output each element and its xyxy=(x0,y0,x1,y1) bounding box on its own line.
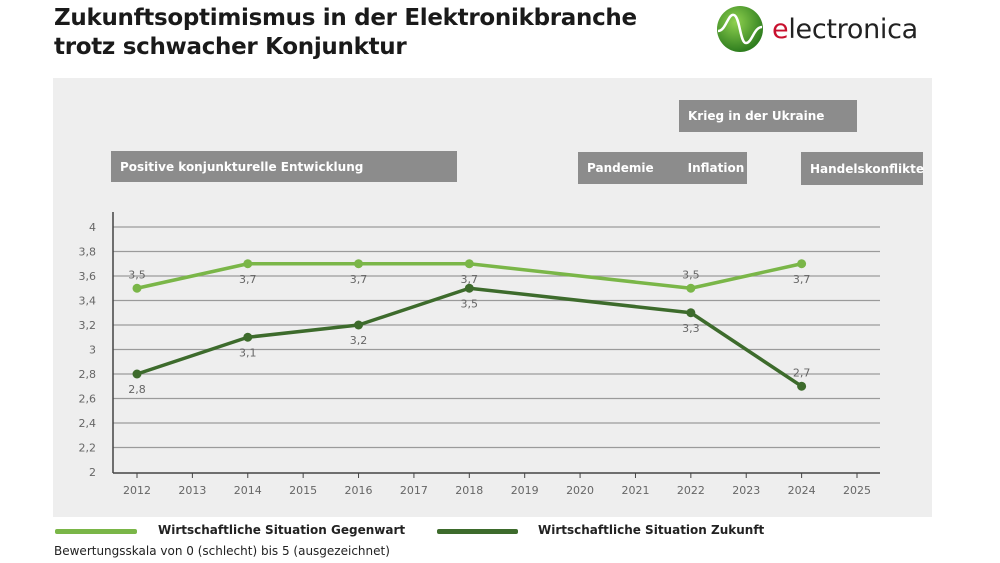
data-point xyxy=(132,369,142,379)
data-label: 2,8 xyxy=(128,383,146,396)
annotation-ukraine: Krieg in der Ukraine xyxy=(679,100,857,132)
data-point xyxy=(464,259,474,269)
y-tick-label: 2,6 xyxy=(79,393,97,406)
legend-label-gegenwart: Wirtschaftliche Situation Gegenwart xyxy=(158,523,406,537)
y-tick-label: 3 xyxy=(89,344,96,357)
data-label: 3,5 xyxy=(461,297,479,310)
data-label: 3,2 xyxy=(350,334,368,347)
data-label: 3,1 xyxy=(239,346,257,359)
series-line-1 xyxy=(136,286,803,388)
y-tick-label: 2,4 xyxy=(79,417,97,430)
annotation-inflation: Inflation xyxy=(687,161,745,175)
logo-text: electronica xyxy=(772,13,918,45)
data-label: 3,7 xyxy=(239,273,257,286)
data-point xyxy=(354,259,364,269)
annotation-pandemie: Pandemie xyxy=(587,161,654,175)
y-tick-label: 3,2 xyxy=(79,319,97,332)
data-label: 3,7 xyxy=(350,273,368,286)
page-title: Zukunftsoptimismus in der Elektronikbran… xyxy=(54,4,637,62)
data-point xyxy=(464,283,474,293)
data-point xyxy=(354,320,364,330)
data-point xyxy=(686,283,696,293)
data-point xyxy=(243,259,253,269)
data-label: 3,7 xyxy=(793,273,811,286)
series-line-0 xyxy=(136,262,802,290)
data-label: 3,5 xyxy=(128,268,146,281)
x-tick-label: 2023 xyxy=(732,484,760,497)
data-label: 2,7 xyxy=(793,366,811,379)
title-line-2: trotz schwacher Konjunktur xyxy=(54,34,407,60)
x-tick-label: 2022 xyxy=(677,484,705,497)
x-tick-label: 2017 xyxy=(400,484,428,497)
x-tick-label: 2012 xyxy=(123,484,151,497)
x-tick-label: 2021 xyxy=(621,484,649,497)
scale-note: Bewertungsskala von 0 (schlecht) bis 5 (… xyxy=(54,544,390,558)
data-point xyxy=(797,381,807,391)
x-tick-label: 2019 xyxy=(511,484,539,497)
y-tick-label: 2,2 xyxy=(79,442,97,455)
x-tick-label: 2020 xyxy=(566,484,594,497)
x-tick-label: 2014 xyxy=(234,484,262,497)
y-tick-label: 4 xyxy=(89,221,96,234)
y-tick-label: 3,4 xyxy=(79,295,97,308)
electronica-logo: electronica xyxy=(716,5,918,53)
y-tick-label: 3,8 xyxy=(79,246,97,259)
data-label: 3,7 xyxy=(461,273,479,286)
x-tick-label: 2025 xyxy=(843,484,871,497)
y-tick-label: 3,6 xyxy=(79,270,97,283)
legend-swatch-gegenwart xyxy=(55,529,137,534)
x-tick-label: 2024 xyxy=(788,484,816,497)
data-point xyxy=(132,283,142,293)
data-label: 3,3 xyxy=(682,322,700,335)
y-tick-label: 2 xyxy=(89,466,96,479)
data-point xyxy=(686,308,696,318)
data-point xyxy=(243,332,253,342)
annotation-positive: Positive konjunkturelle Entwicklung xyxy=(111,151,457,182)
legend-label-zukunft: Wirtschaftliche Situation Zukunft xyxy=(538,523,765,537)
data-label: 3,5 xyxy=(682,268,700,281)
logo-globe-icon xyxy=(717,6,763,52)
x-tick-label: 2013 xyxy=(178,484,206,497)
x-tick-label: 2015 xyxy=(289,484,317,497)
annotation-pandemie-inflation: Pandemie Inflation xyxy=(578,152,747,184)
legend-swatch-zukunft xyxy=(437,529,518,534)
x-tick-label: 2016 xyxy=(345,484,373,497)
y-tick-label: 2,8 xyxy=(79,368,97,381)
title-line-1: Zukunftsoptimismus in der Elektronikbran… xyxy=(54,5,637,31)
x-tick-label: 2018 xyxy=(455,484,483,497)
data-point xyxy=(797,259,807,269)
annotation-handelskonflikte: Handelskonflikte xyxy=(801,152,924,185)
